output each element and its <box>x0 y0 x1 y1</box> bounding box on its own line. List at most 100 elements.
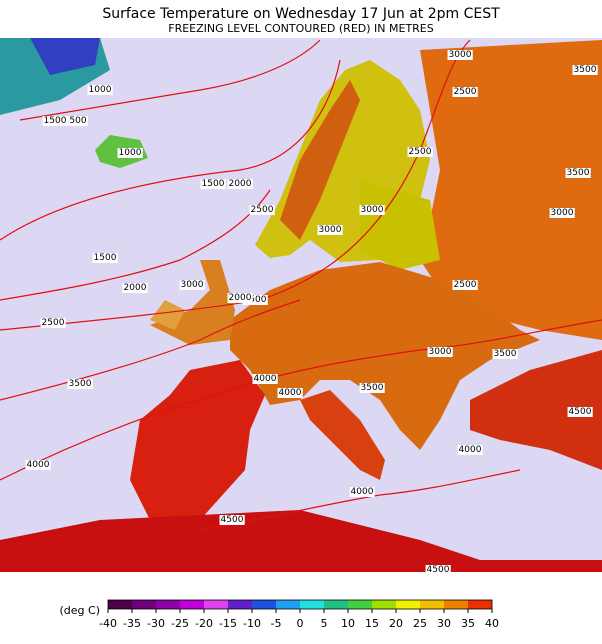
contour-label-bg <box>179 280 205 290</box>
colorbar-tick-label: -10 <box>243 617 261 630</box>
contour-label-bg <box>447 50 473 60</box>
contour-label: 3000 <box>319 225 342 235</box>
contour-label: 1000 <box>89 85 112 95</box>
colorbar-segment <box>132 600 156 609</box>
contour-label: 2000 <box>124 283 147 293</box>
contour-label: 2500 <box>42 318 65 328</box>
colorbar-tick-label: -40 <box>99 617 117 630</box>
contour-label: 2000 <box>229 179 252 189</box>
colorbar-segment <box>396 600 420 609</box>
contour-label: 4000 <box>27 460 50 470</box>
contour-label: 3000 <box>551 208 574 218</box>
contour-label-bg <box>117 148 143 158</box>
colorbar-tick-label: -15 <box>219 617 237 630</box>
colorbar-segment <box>204 600 228 609</box>
title: Surface Temperature on Wednesday 17 Jun … <box>102 6 500 22</box>
colorbar-tick-label: 40 <box>485 617 499 630</box>
colorbar-segment <box>276 600 300 609</box>
colorbar-tick-label: 0 <box>297 617 304 630</box>
contour-label-bg <box>219 515 245 525</box>
colorbar-tick-label: 10 <box>341 617 355 630</box>
contour-label: 3000 <box>449 50 472 60</box>
contour-label: 2500 <box>251 205 274 215</box>
colorbar-segment <box>300 600 324 609</box>
contour-lines <box>0 39 602 531</box>
colorbar-tick-label: -25 <box>171 617 189 630</box>
contour-label-bg <box>549 208 575 218</box>
colorbar-tick-label: 5 <box>321 617 328 630</box>
colorbar-segment <box>108 600 132 609</box>
colorbar-segment <box>468 600 492 609</box>
colorbar-tick-label: -30 <box>147 617 165 630</box>
contour-label: 500 <box>69 116 86 126</box>
contour-label-bg <box>67 379 93 389</box>
contour-label-bg <box>452 87 478 97</box>
contour-label-bg <box>68 116 88 126</box>
contour-label: 3500 <box>574 65 597 75</box>
contour-label: 3500 <box>361 383 384 393</box>
contour-label-bg <box>87 85 113 95</box>
contour-label: 1500 <box>94 253 117 263</box>
contour-label-bg <box>252 374 278 384</box>
contour-label: 2500 <box>409 147 432 157</box>
contour-label-bg <box>242 295 268 305</box>
colorbar-segment <box>324 600 348 609</box>
contour-label-bg <box>227 179 253 189</box>
colorbar-tick-label: -5 <box>271 617 282 630</box>
contour-label-bg <box>122 283 148 293</box>
contour-label-bg <box>40 318 66 328</box>
colorbar-segment <box>228 600 252 609</box>
contour-label: 4500 <box>427 565 450 575</box>
colorbar-segment <box>372 600 396 609</box>
colorbar-tick-label: 30 <box>437 617 451 630</box>
contour-label-bg <box>452 280 478 290</box>
contour-label: 2500 <box>454 87 477 97</box>
contour-label-bg <box>25 460 51 470</box>
colorbar-tick-label: -20 <box>195 617 213 630</box>
colorbar-tick-label: -35 <box>123 617 141 630</box>
colorbar-tick-label: 15 <box>365 617 379 630</box>
contour-label: 4000 <box>351 487 374 497</box>
contour-label: 4500 <box>569 407 592 417</box>
contour-label: 4500 <box>221 515 244 525</box>
contour-label: 4000 <box>279 388 302 398</box>
contour-label: 1500 <box>44 116 67 126</box>
contour-label-bg <box>92 253 118 263</box>
contour-label-bg <box>565 168 591 178</box>
colorbar-segment <box>348 600 372 609</box>
contour-label-bg <box>227 293 253 303</box>
colorbar-segment <box>156 600 180 609</box>
contour-label: 3500 <box>567 168 590 178</box>
colorbar-tick-label: 20 <box>389 617 403 630</box>
contour-label-bg <box>277 388 303 398</box>
contour-label-bg <box>349 487 375 497</box>
contour-label: 2500 <box>454 280 477 290</box>
contour-label-bg <box>359 383 385 393</box>
contour-label-bg <box>359 205 385 215</box>
colorbar-segment <box>252 600 276 609</box>
contour-label: 4000 <box>254 374 277 384</box>
contour-label: 2000 <box>229 293 252 303</box>
contour-label: 3500 <box>69 379 92 389</box>
contour-label: 4000 <box>459 445 482 455</box>
contour-label: 3000 <box>429 347 452 357</box>
colorbar-segment <box>444 600 468 609</box>
contour-label-bg <box>200 179 226 189</box>
contour-label-bg <box>317 225 343 235</box>
colorbar-segment <box>180 600 204 609</box>
contour-label-bg <box>42 116 68 126</box>
contour-label-bg <box>249 205 275 215</box>
subtitle: FREEZING LEVEL CONTOURED (RED) IN METRES <box>168 22 434 35</box>
contour-label: 1500 <box>202 179 225 189</box>
colorbar-segment <box>420 600 444 609</box>
contour-label: 1000 <box>119 148 142 158</box>
contour-label-bg <box>567 407 593 417</box>
contour-label-bg <box>427 347 453 357</box>
colorbar-tick-label: 25 <box>413 617 427 630</box>
contour-label-bg <box>457 445 483 455</box>
contour-label-bg <box>492 349 518 359</box>
contour-label-bg <box>425 565 451 575</box>
contour-label-bg <box>572 65 598 75</box>
contour-label: 3500 <box>494 349 517 359</box>
